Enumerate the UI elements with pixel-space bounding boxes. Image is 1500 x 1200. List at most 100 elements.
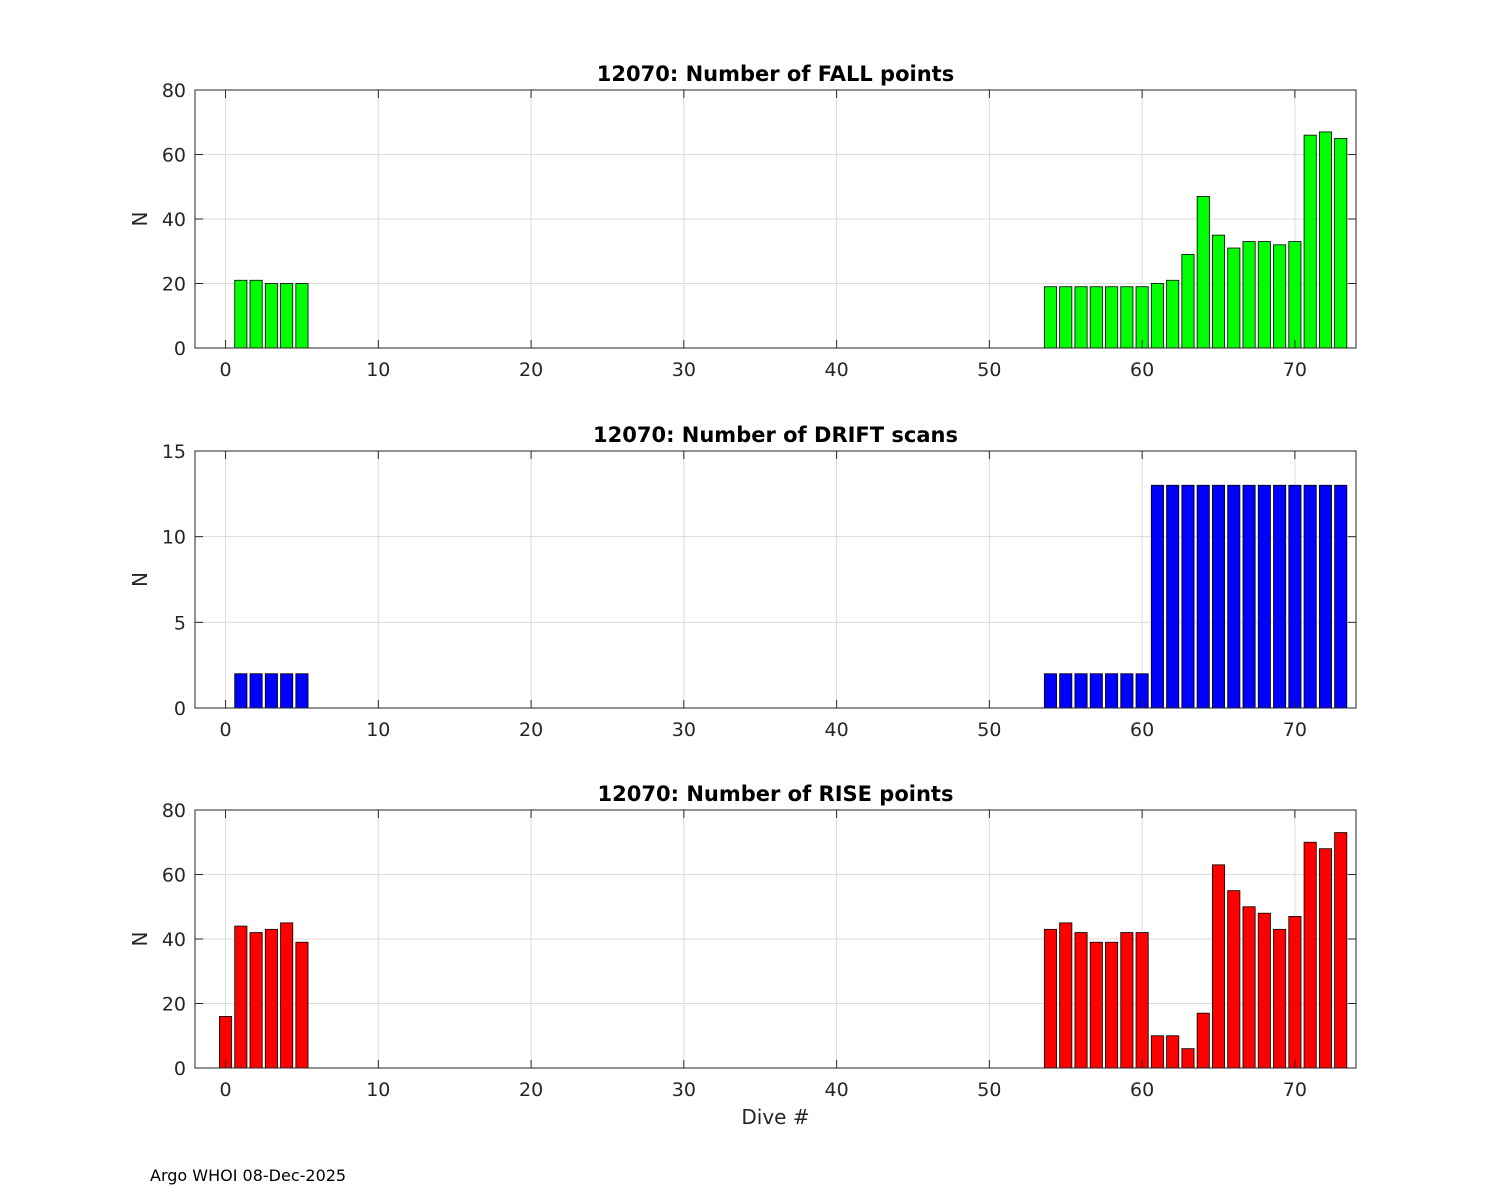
bar-rise-dive-60	[1135, 932, 1149, 1069]
bar-fall-dive-68	[1257, 241, 1271, 349]
bar-fall-dive-71	[1303, 134, 1317, 349]
bar-rise-dive-65	[1212, 864, 1226, 1069]
bar-fall-dive-5	[295, 283, 309, 349]
bar-drift-dive-2	[249, 673, 263, 709]
x-tick-label-fall: 20	[519, 359, 543, 381]
bar-drift-dive-65	[1212, 484, 1226, 709]
bar-rise-dive-67	[1242, 906, 1256, 1069]
y-tick-label-fall: 80	[162, 80, 186, 102]
bar-rise-dive-72	[1318, 848, 1332, 1069]
x-tick-label-drift: 30	[672, 719, 696, 741]
bar-drift-dive-57	[1089, 673, 1103, 709]
bar-fall-dive-70	[1288, 241, 1302, 349]
bar-drift-dive-3	[264, 673, 278, 709]
bar-fall-dive-72	[1318, 131, 1332, 349]
bar-rise-dive-54	[1043, 928, 1057, 1069]
bar-fall-dive-61	[1150, 283, 1164, 349]
x-tick-label-rise: 10	[366, 1079, 390, 1101]
y-tick-label-fall: 0	[174, 338, 186, 360]
bar-fall-dive-56	[1074, 286, 1088, 349]
bar-rise-dive-71	[1303, 841, 1317, 1069]
bar-drift-dive-71	[1303, 484, 1317, 709]
chart-drift: 0 10 20 30 40 50 60 70 0 5 10 15 12070: Number of DR…	[128, 423, 1357, 741]
footer-credit: Argo WHOI 08-Dec-2025	[150, 1166, 347, 1185]
bar-fall-dive-2	[249, 279, 263, 349]
y-axis-label-drift: N	[128, 572, 152, 587]
bar-drift-dive-68	[1257, 484, 1271, 709]
chart-title-drift: 12070: Number of DRIFT scans	[593, 423, 958, 447]
bar-fall-dive-62	[1166, 279, 1180, 349]
x-tick-label-drift: 40	[825, 719, 849, 741]
x-tick-label-rise: 0	[220, 1079, 232, 1101]
chart-fall: 0 10 20 30 40 50 60 70 0 20 40 60 80 12070: Number of…	[128, 62, 1357, 381]
y-tick-label-drift: 0	[174, 698, 186, 720]
chart-title-rise: 12070: Number of RISE points	[598, 782, 954, 806]
bar-rise-dive-58	[1105, 941, 1119, 1069]
bar-rise-dive-1	[234, 925, 248, 1069]
x-tick-label-rise: 40	[825, 1079, 849, 1101]
bar-rise-dive-5	[295, 941, 309, 1069]
bar-rise-dive-62	[1166, 1035, 1180, 1069]
bar-drift-dive-55	[1059, 673, 1073, 709]
bar-rise-dive-3	[264, 928, 278, 1069]
x-tick-label-fall: 10	[366, 359, 390, 381]
axes-box-drift	[194, 450, 1357, 709]
bar-rise-dive-2	[249, 932, 263, 1069]
bar-drift-dive-1	[234, 673, 248, 709]
x-tick-label-fall: 70	[1283, 359, 1307, 381]
y-tick-label-fall: 40	[162, 209, 186, 231]
bar-fall-dive-73	[1334, 137, 1348, 349]
bar-rise-dive-56	[1074, 932, 1088, 1069]
bar-rise-dive-73	[1334, 832, 1348, 1069]
bar-drift-dive-54	[1043, 673, 1057, 709]
bar-rise-dive-59	[1120, 932, 1134, 1069]
bar-drift-dive-59	[1120, 673, 1134, 709]
x-tick-label-drift: 50	[977, 719, 1001, 741]
x-tick-label-drift: 70	[1283, 719, 1307, 741]
bar-fall-dive-60	[1135, 286, 1149, 349]
bar-fall-dive-63	[1181, 254, 1195, 349]
bar-fall-dive-65	[1212, 234, 1226, 349]
bar-fall-dive-57	[1089, 286, 1103, 349]
x-tick-label-drift: 20	[519, 719, 543, 741]
bar-fall-dive-4	[280, 283, 294, 349]
bar-rise-dive-64	[1196, 1012, 1210, 1069]
bar-fall-dive-59	[1120, 286, 1134, 349]
bar-fall-dive-54	[1043, 286, 1057, 349]
bar-drift-dive-64	[1196, 484, 1210, 709]
y-tick-label-fall: 60	[162, 145, 186, 167]
bar-rise-dive-57	[1089, 941, 1103, 1069]
x-tick-label-fall: 30	[672, 359, 696, 381]
x-tick-label-fall: 0	[220, 359, 232, 381]
bar-rise-dive-69	[1273, 928, 1287, 1069]
bar-drift-dive-58	[1105, 673, 1119, 709]
bar-drift-dive-56	[1074, 673, 1088, 709]
bar-drift-dive-62	[1166, 484, 1180, 709]
bar-drift-dive-61	[1150, 484, 1164, 709]
bar-fall-dive-67	[1242, 241, 1256, 349]
bar-fall-dive-1	[234, 279, 248, 349]
x-tick-label-drift: 60	[1130, 719, 1154, 741]
x-tick-label-fall: 40	[825, 359, 849, 381]
x-axis-label-rise: Dive #	[741, 1105, 809, 1129]
bar-rise-dive-4	[280, 922, 294, 1069]
x-tick-label-rise: 50	[977, 1079, 1001, 1101]
y-tick-label-rise: 40	[162, 929, 186, 951]
bar-drift-dive-69	[1273, 484, 1287, 709]
y-tick-label-rise: 60	[162, 865, 186, 887]
y-tick-label-drift: 5	[174, 612, 186, 634]
y-tick-label-rise: 0	[174, 1058, 186, 1080]
bar-fall-dive-69	[1273, 244, 1287, 349]
y-axis-label-fall: N	[128, 212, 152, 227]
bar-drift-dive-63	[1181, 484, 1195, 709]
bar-drift-dive-73	[1334, 484, 1348, 709]
x-tick-label-rise: 70	[1283, 1079, 1307, 1101]
x-tick-label-drift: 10	[366, 719, 390, 741]
bar-rise-dive-61	[1150, 1035, 1164, 1069]
x-tick-label-fall: 60	[1130, 359, 1154, 381]
bar-drift-dive-67	[1242, 484, 1256, 709]
bar-rise-dive-68	[1257, 912, 1271, 1069]
bar-rise-dive-66	[1227, 890, 1241, 1069]
bar-fall-dive-58	[1105, 286, 1119, 349]
